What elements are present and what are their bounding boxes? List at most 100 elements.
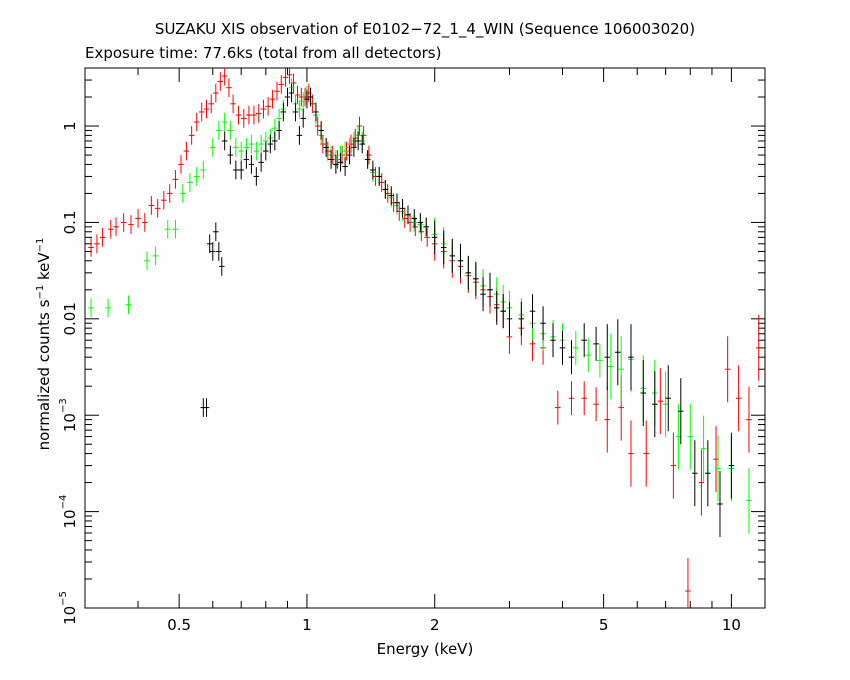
data-point xyxy=(746,386,752,453)
y-tick-label-exponent: −4 xyxy=(58,495,69,510)
data-point xyxy=(313,102,319,122)
y-tick-label: 10−4 xyxy=(58,495,79,529)
data-point xyxy=(388,186,395,205)
data-point xyxy=(180,184,186,203)
data-point xyxy=(193,167,200,186)
data-point xyxy=(568,381,575,416)
data-point xyxy=(550,323,556,358)
y-tick-label-text: 10−4 xyxy=(58,495,79,529)
data-point xyxy=(230,94,236,114)
data-point xyxy=(300,92,306,111)
data-point xyxy=(128,215,134,234)
data-point xyxy=(88,298,94,318)
data-point xyxy=(424,228,430,247)
data-point xyxy=(652,371,658,438)
data-point xyxy=(604,324,611,391)
data-point xyxy=(105,298,111,318)
y-tick-label-base: 10 xyxy=(61,509,79,528)
y-tick-label: 0.1 xyxy=(61,210,79,234)
data-point xyxy=(282,68,289,87)
data-point xyxy=(164,219,171,239)
data-point xyxy=(670,432,677,499)
axis-ticks xyxy=(84,67,765,609)
data-point xyxy=(203,99,210,119)
data-point xyxy=(342,157,348,176)
data-point xyxy=(161,190,167,210)
data-point xyxy=(593,387,599,422)
data-point xyxy=(208,94,214,114)
data-point xyxy=(506,301,513,336)
data-point xyxy=(94,234,100,254)
data-point xyxy=(333,155,339,174)
y-tick-label-base: 10 xyxy=(61,413,79,432)
data-point xyxy=(573,330,579,365)
data-point xyxy=(465,255,472,290)
data-point xyxy=(178,155,184,174)
data-point xyxy=(120,213,127,232)
data-point xyxy=(307,87,314,107)
data-point xyxy=(568,340,575,375)
y-axis-label-unit: keV xyxy=(35,252,53,285)
x-tick-label: 5 xyxy=(599,616,609,634)
data-point xyxy=(692,440,698,507)
data-point xyxy=(540,306,546,341)
data-point xyxy=(218,257,225,276)
x-tick-label: 2 xyxy=(430,616,440,634)
y-tick-label-exponent: −3 xyxy=(58,398,69,413)
data-point xyxy=(457,243,464,278)
data-point xyxy=(274,81,280,101)
data-point xyxy=(418,222,425,242)
data-point xyxy=(216,121,222,140)
data-point xyxy=(251,105,257,125)
data-point xyxy=(286,68,293,85)
y-axis-label-exp1: −1 xyxy=(35,284,46,300)
data-point xyxy=(221,131,228,151)
data-point xyxy=(394,193,400,213)
series-0 xyxy=(88,68,762,608)
data-point xyxy=(148,196,155,215)
data-point xyxy=(480,277,486,312)
y-tick-label: 0.01 xyxy=(61,302,79,335)
series-1 xyxy=(88,78,752,534)
chart-title: SUZAKU XIS observation of E0102−72_1_4_W… xyxy=(154,20,696,38)
data-point xyxy=(493,290,500,325)
data-point xyxy=(337,153,344,172)
data-point xyxy=(255,104,262,123)
data-point xyxy=(248,155,255,174)
data-point xyxy=(724,336,731,403)
data-point xyxy=(417,213,424,232)
data-point xyxy=(258,153,264,172)
y-axis-label-text: normalized counts s xyxy=(35,299,53,451)
data-point xyxy=(248,134,255,154)
data-point xyxy=(233,138,239,157)
data-point xyxy=(166,184,173,203)
data-point xyxy=(246,105,252,125)
x-tick-label: 0.5 xyxy=(167,616,191,634)
data-point xyxy=(376,167,382,186)
data-point xyxy=(226,78,232,98)
data-point xyxy=(604,386,611,453)
data-point xyxy=(355,131,361,151)
data-point xyxy=(360,126,367,145)
data-point xyxy=(265,97,271,116)
data-point xyxy=(628,420,634,487)
y-axis-label: normalized counts s−1 keV−1 xyxy=(35,238,53,451)
data-point xyxy=(356,116,363,136)
data-point xyxy=(300,109,306,128)
x-tick-label: 10 xyxy=(722,616,741,634)
data-point xyxy=(735,365,742,432)
data-point xyxy=(154,199,161,218)
data-point xyxy=(615,319,621,386)
data-point xyxy=(99,228,106,247)
data-point xyxy=(288,83,295,103)
data-point xyxy=(183,141,190,161)
data-point xyxy=(113,217,119,237)
data-point xyxy=(423,217,429,237)
y-tick-label-text: 0.1 xyxy=(61,210,79,234)
data-point xyxy=(705,440,711,507)
y-tick-label-text: 0.01 xyxy=(61,302,79,335)
data-point xyxy=(238,141,244,161)
data-point xyxy=(346,145,353,165)
data-point xyxy=(213,83,219,103)
